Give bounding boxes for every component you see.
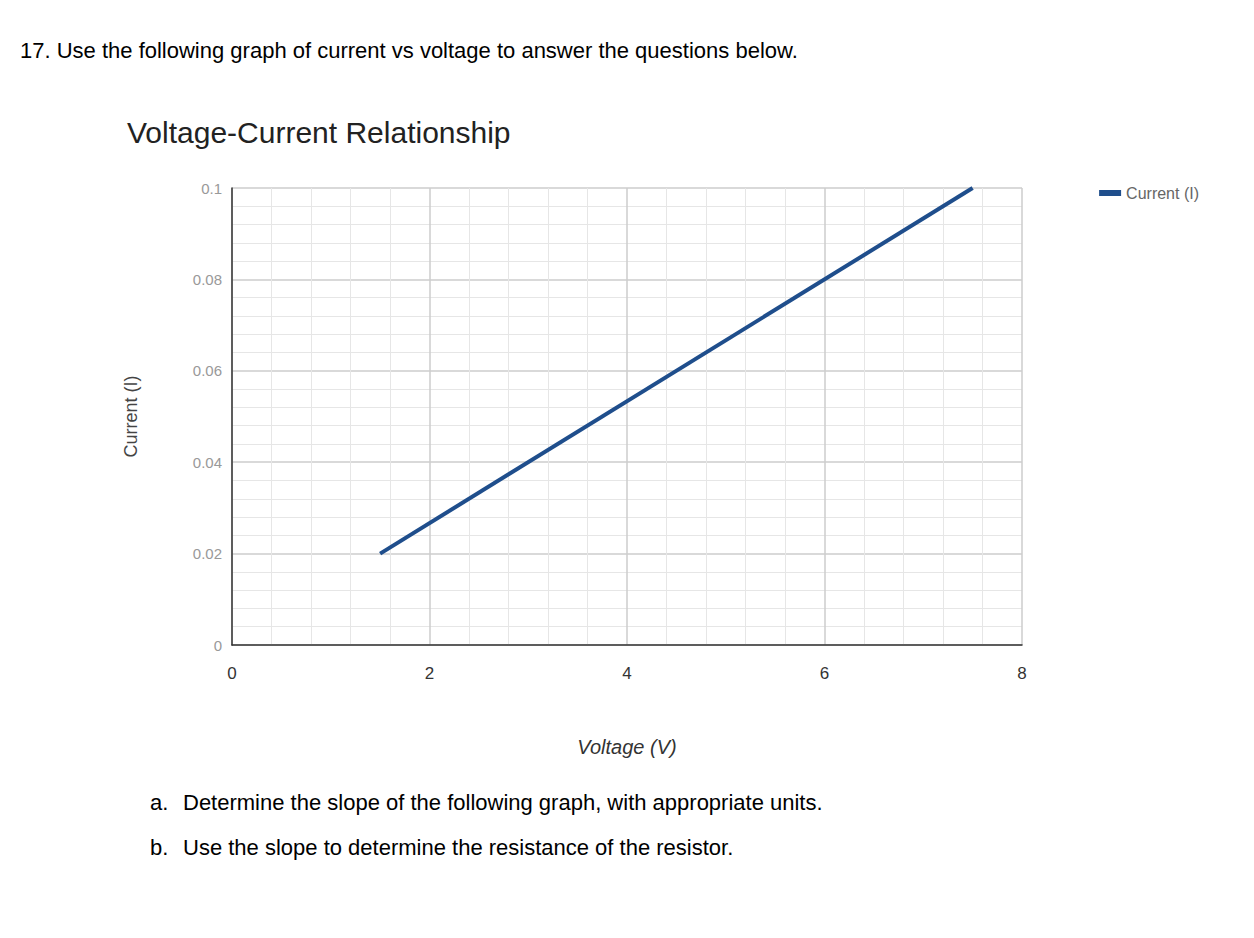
html-text:b.: b. [150, 835, 169, 860]
svg-text:0.1: 0.1 [201, 180, 222, 197]
html-text:a.: a. [150, 790, 169, 815]
svg-text:0.02: 0.02 [193, 545, 222, 562]
html-text:Use the slope to determine the: Use the slope to determine the resistanc… [183, 835, 734, 860]
svg-text:4: 4 [622, 664, 631, 683]
svg-text:Voltage-Current Relationship: Voltage-Current Relationship [127, 116, 511, 149]
html-text:Determine the slope of the fol: Determine the slope of the following gra… [183, 790, 823, 815]
svg-text:0: 0 [227, 664, 236, 683]
svg-text:0.06: 0.06 [193, 362, 222, 379]
svg-text:0.08: 0.08 [193, 271, 222, 288]
svg-text:Current (I): Current (I) [121, 375, 141, 457]
svg-text:Voltage (V): Voltage (V) [577, 736, 676, 758]
svg-text:0.04: 0.04 [193, 454, 222, 471]
svg-text:2: 2 [425, 664, 434, 683]
svg-text:8: 8 [1017, 664, 1026, 683]
html-text:17. Use the following graph of: 17. Use the following graph of current v… [20, 38, 798, 63]
svg-text:6: 6 [820, 664, 829, 683]
svg-text:0: 0 [214, 637, 222, 654]
svg-text:Current (I): Current (I) [1126, 185, 1199, 202]
